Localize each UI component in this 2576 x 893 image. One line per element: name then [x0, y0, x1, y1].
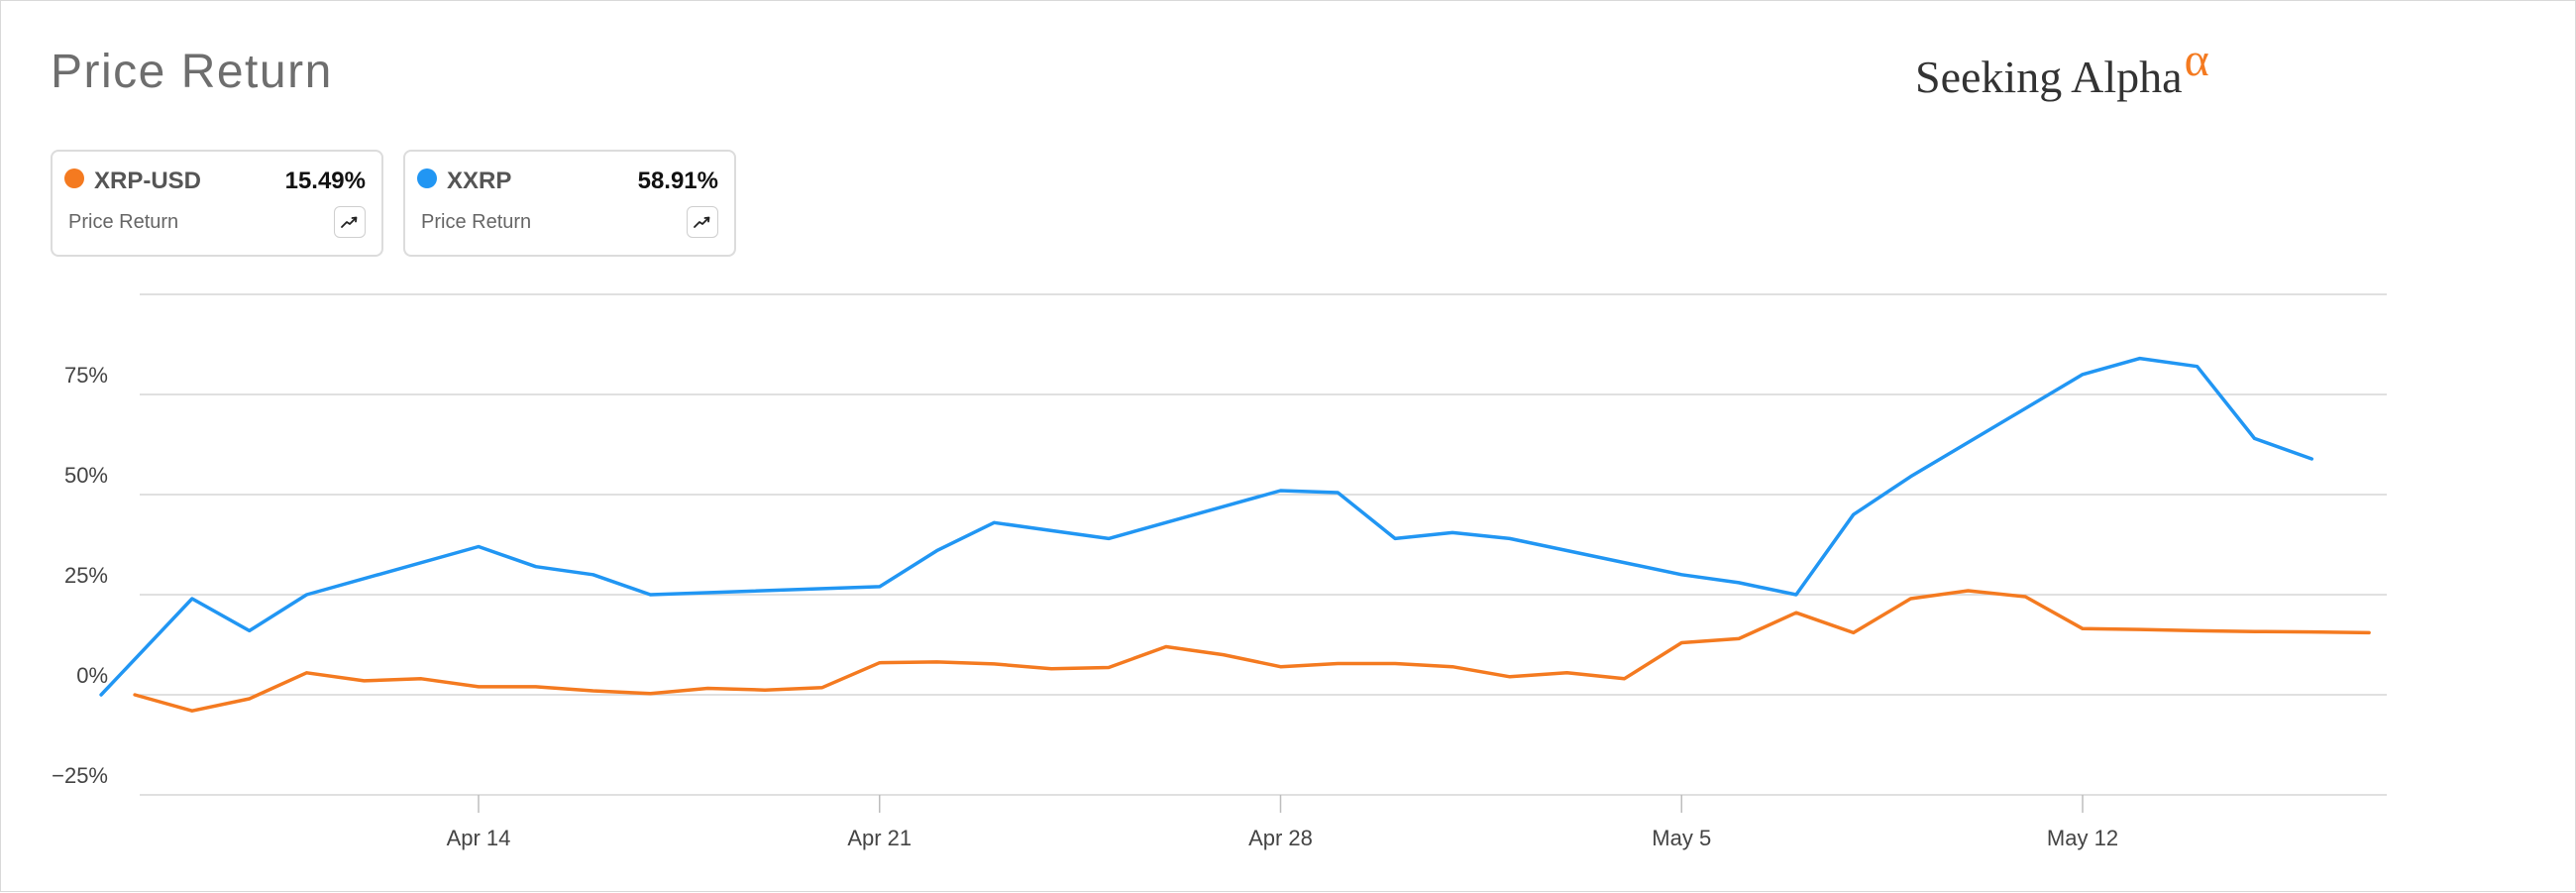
logo-text: Seeking Alpha — [1915, 52, 2183, 102]
series-line-xrp-usd — [133, 589, 2371, 713]
legend-value: 58.91% — [637, 167, 718, 194]
trend-chart-icon[interactable] — [687, 206, 718, 238]
x-axis-ticks: Apr 14 Apr 21 Apr 28 May 5 May 12 — [447, 795, 2118, 850]
series-lines — [99, 356, 2371, 713]
y-tick-label: 25% — [64, 563, 108, 588]
y-tick-label: 75% — [64, 363, 108, 388]
legend-card-xrp-usd[interactable]: XRP-USD 15.49% Price Return — [51, 150, 383, 257]
x-tick-label: Apr 14 — [447, 826, 511, 850]
y-axis-labels: −25% 0% 25% 50% 75% — [52, 363, 108, 788]
y-tick-label: 50% — [64, 463, 108, 488]
series-color-dot — [64, 168, 84, 188]
x-tick-label: May 12 — [2047, 826, 2118, 850]
y-tick-label: 0% — [76, 663, 108, 688]
legend-sublabel: Price Return — [68, 211, 179, 233]
x-tick-label: Apr 28 — [1248, 826, 1313, 850]
y-tick-label: −25% — [52, 763, 108, 788]
trend-chart-icon[interactable] — [334, 206, 366, 238]
legend-ticker: XXRP — [447, 167, 512, 194]
legend-sublabel: Price Return — [421, 211, 532, 233]
series-color-dot — [417, 168, 437, 188]
series-line-xxrp — [99, 356, 2314, 697]
alpha-symbol: α — [2184, 34, 2209, 86]
x-tick-label: May 5 — [1652, 826, 1711, 850]
legend-card-xxrp[interactable]: XXRP 58.91% Price Return — [403, 150, 736, 257]
seeking-alpha-logo: Seeking Alpha α — [1915, 34, 2209, 103]
page-title: Price Return — [51, 46, 333, 98]
x-tick-label: Apr 21 — [847, 826, 912, 850]
legend-ticker: XRP-USD — [94, 167, 202, 194]
legend-value: 15.49% — [284, 167, 366, 194]
grid-lines — [140, 293, 2387, 796]
